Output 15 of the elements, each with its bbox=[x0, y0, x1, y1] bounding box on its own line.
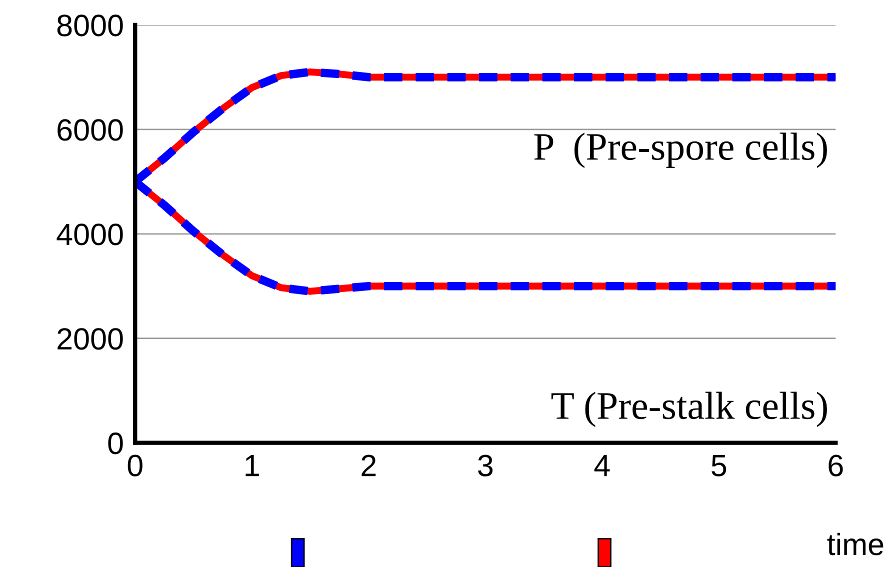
annotation: P (Pre-spore cells) bbox=[534, 132, 827, 168]
y-tick-label: 6000 bbox=[58, 119, 123, 141]
y-tick-label: 4000 bbox=[56, 224, 123, 246]
x-tick-label: 1 bbox=[246, 455, 259, 476]
x-tick-label: 4 bbox=[594, 455, 610, 476]
annotation: T (Pre-stalk cells) bbox=[551, 392, 827, 428]
x-tick-label: 6 bbox=[828, 454, 843, 476]
y-tick-label: 2000 bbox=[58, 328, 123, 350]
x-tick-label: 2 bbox=[362, 454, 376, 476]
x-tick-label: 0 bbox=[128, 454, 142, 476]
x-tick-label: 3 bbox=[478, 454, 493, 476]
x-axis-title: time bbox=[827, 532, 884, 556]
x-tick-label: 5 bbox=[712, 455, 726, 476]
y-tick-label: 8000 bbox=[57, 14, 123, 36]
y-tick-label: 0 bbox=[108, 432, 123, 454]
